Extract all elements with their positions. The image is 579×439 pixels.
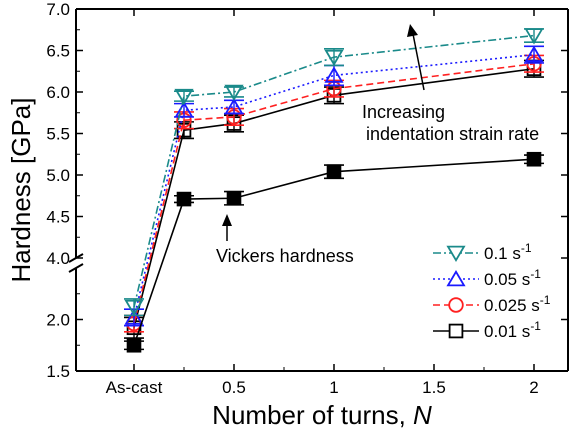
x-tick-label: 1.5 bbox=[422, 378, 446, 397]
x-axis-label-text: Number of turns, bbox=[212, 400, 413, 430]
data-point bbox=[124, 308, 144, 325]
y-tick-label: 1.5 bbox=[46, 362, 70, 381]
x-tick-label: As-cast bbox=[106, 378, 163, 397]
x-axis-label: Number of turns, N bbox=[212, 400, 432, 430]
annotation-arrowhead bbox=[222, 214, 232, 226]
annotation-arrow bbox=[412, 33, 425, 91]
legend-item: 0.025 s-1 bbox=[433, 293, 551, 315]
data-point bbox=[446, 270, 466, 287]
series-vickers bbox=[124, 151, 544, 353]
legend-item: 0.01 s-1 bbox=[433, 319, 541, 341]
data-point bbox=[124, 299, 144, 317]
legend-label: 0.025 s-1 bbox=[484, 293, 551, 315]
data-point bbox=[174, 88, 194, 106]
y-tick-label: 4.0 bbox=[46, 249, 70, 268]
data-point bbox=[326, 164, 342, 179]
series-line bbox=[133, 53, 535, 318]
x-tick-label: 2 bbox=[529, 378, 538, 397]
legend-item: 0.05 s-1 bbox=[433, 267, 541, 289]
legend: 0.1 s-1 0.05 s-1 0.025 s-1 0.01 s-1 bbox=[433, 241, 551, 341]
legend-label: 0.1 s-1 bbox=[484, 241, 532, 263]
y-tick-label: 5.5 bbox=[46, 125, 70, 144]
annotation-vickers: Vickers hardness bbox=[216, 246, 354, 266]
data-point bbox=[174, 101, 194, 118]
legend-label: 0.05 s-1 bbox=[484, 267, 541, 289]
x-axis-label-variable: N bbox=[413, 400, 432, 430]
y-tick-label: 4.5 bbox=[46, 208, 70, 227]
axes-layer: 4.0 4.5 5.0 5.5 6.0 6.5 7.0 1.5 2.0 As-cast 0.5 1 1.… bbox=[46, 0, 569, 397]
data-point bbox=[448, 323, 464, 339]
y-tick-label: 5.0 bbox=[46, 166, 70, 185]
data-point bbox=[224, 84, 244, 101]
data-point bbox=[126, 337, 142, 353]
annotation-line: Increasing bbox=[362, 102, 445, 122]
x-tick-label: 1 bbox=[329, 378, 338, 397]
annotation-layer bbox=[222, 24, 425, 241]
data-point bbox=[224, 97, 244, 115]
y-tick-label: 6.5 bbox=[46, 42, 70, 61]
series-0_1 bbox=[124, 28, 544, 317]
data-point bbox=[226, 190, 242, 206]
legend-label: 0.01 s-1 bbox=[484, 319, 541, 341]
data-point bbox=[176, 191, 192, 207]
annotation-strain-rate: Increasing indentation strain rate bbox=[362, 102, 539, 144]
data-point bbox=[524, 28, 544, 45]
data-point bbox=[526, 151, 542, 167]
series-layer bbox=[124, 28, 544, 353]
annotation-arrowhead bbox=[407, 24, 418, 37]
data-point bbox=[448, 297, 464, 313]
legend-item: 0.1 s-1 bbox=[433, 241, 532, 263]
axis-break-mark bbox=[68, 263, 84, 273]
data-point bbox=[446, 245, 466, 262]
y-tick-label: 6.0 bbox=[46, 83, 70, 102]
data-point bbox=[324, 66, 344, 83]
data-point bbox=[524, 45, 544, 62]
y-tick-label: 2.0 bbox=[46, 311, 70, 330]
y-tick-label: 7.0 bbox=[46, 0, 70, 19]
y-axis-label: Hardness [GPa] bbox=[6, 98, 36, 283]
data-point bbox=[324, 49, 344, 67]
annotation-line: indentation strain rate bbox=[366, 124, 539, 144]
x-tick-label: 0.5 bbox=[222, 378, 246, 397]
